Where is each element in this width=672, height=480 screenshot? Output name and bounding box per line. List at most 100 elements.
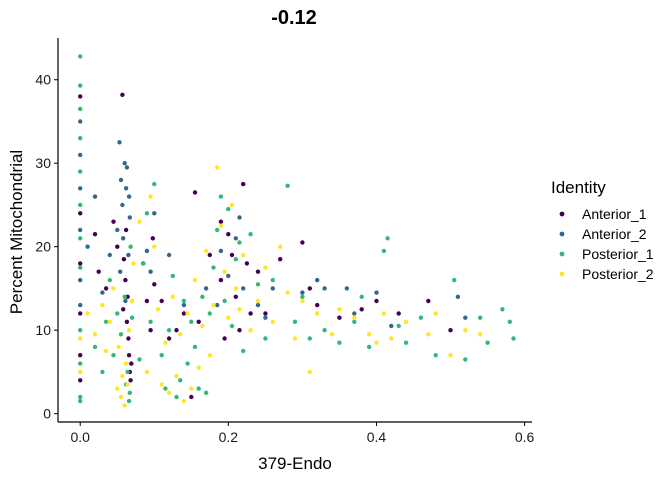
data-point	[159, 298, 164, 304]
data-point	[237, 328, 242, 333]
x-tick-label: 0.2	[219, 429, 239, 445]
data-point	[200, 294, 205, 299]
data-point	[129, 298, 135, 304]
data-point	[159, 353, 164, 358]
data-point	[478, 332, 483, 337]
data-point	[226, 273, 231, 279]
data-point	[244, 261, 250, 266]
data-point	[115, 386, 120, 391]
data-point	[181, 398, 187, 404]
data-point	[78, 398, 83, 404]
data-point	[218, 219, 224, 224]
data-point	[396, 311, 401, 316]
data-point	[100, 302, 105, 308]
x-tick-label: 0.4	[367, 429, 387, 445]
data-point	[218, 223, 224, 228]
data-point	[185, 361, 190, 366]
data-point	[111, 219, 116, 224]
data-point	[389, 336, 394, 341]
data-point	[278, 257, 283, 262]
data-point	[123, 227, 129, 233]
x-ticks: 0.0 0.2 0.4 0.6	[70, 422, 535, 445]
data-point	[352, 319, 357, 324]
data-point	[300, 240, 305, 245]
data-point	[229, 252, 235, 258]
data-point	[307, 286, 312, 291]
data-point	[241, 181, 246, 187]
data-point	[448, 353, 453, 358]
data-point	[270, 319, 275, 324]
data-point	[222, 336, 227, 341]
data-point	[122, 294, 127, 299]
data-point	[196, 386, 201, 391]
data-point	[211, 302, 216, 308]
x-tick-label: 0.0	[70, 429, 90, 445]
data-point	[192, 344, 198, 350]
data-point	[78, 152, 83, 158]
data-point	[237, 215, 242, 220]
data-point	[229, 323, 235, 329]
data-point	[129, 315, 135, 320]
data-point	[452, 277, 457, 283]
data-point	[125, 382, 130, 387]
data-point	[85, 244, 90, 249]
data-point	[315, 302, 320, 308]
data-point	[115, 227, 120, 233]
data-point	[103, 348, 109, 354]
data-point	[403, 340, 409, 345]
data-point	[396, 323, 401, 329]
data-point	[78, 202, 83, 208]
data-point	[337, 340, 342, 345]
data-point	[115, 311, 120, 316]
data-point	[121, 307, 126, 312]
legend-label: Anterior_2	[582, 226, 647, 242]
data-point	[128, 244, 133, 249]
data-point	[222, 269, 227, 274]
legend-item: Anterior_2	[559, 226, 647, 242]
data-point	[433, 353, 438, 358]
data-point	[152, 211, 157, 216]
data-point	[148, 328, 153, 333]
data-point	[126, 353, 132, 358]
legend: Identity Anterior_1 Anterior_2 Posterior_1…	[551, 178, 654, 282]
data-point	[127, 215, 132, 220]
data-point	[174, 373, 179, 379]
data-point	[215, 165, 220, 170]
data-point	[381, 311, 387, 316]
data-point	[463, 357, 468, 362]
data-point	[248, 328, 253, 333]
data-point	[78, 119, 83, 124]
data-point	[137, 219, 142, 224]
data-point	[381, 248, 387, 254]
data-point	[118, 332, 124, 337]
data-point	[226, 315, 231, 320]
legend-swatch	[559, 211, 565, 217]
data-point	[152, 282, 157, 287]
data-point	[233, 294, 238, 299]
data-point	[107, 252, 113, 258]
data-point	[120, 373, 125, 379]
data-point	[241, 348, 246, 354]
data-point	[463, 328, 468, 333]
data-point	[359, 307, 364, 312]
data-point	[285, 183, 290, 188]
y-tick-label: 30	[35, 155, 51, 171]
data-point	[96, 269, 101, 274]
data-point	[307, 369, 312, 375]
data-point	[78, 353, 83, 358]
data-point	[124, 319, 130, 324]
data-point	[125, 369, 130, 375]
x-tick-label: 0.6	[515, 429, 535, 445]
data-point	[126, 336, 131, 341]
data-point	[144, 211, 150, 216]
data-point	[174, 328, 179, 333]
legend-label: Anterior_1	[582, 206, 647, 222]
data-point	[163, 340, 168, 345]
legend-title: Identity	[551, 178, 606, 197]
data-point	[152, 181, 157, 187]
data-point	[300, 298, 305, 304]
data-point	[111, 353, 116, 358]
data-point	[263, 336, 268, 341]
data-point	[403, 319, 409, 324]
data-point	[237, 307, 242, 312]
